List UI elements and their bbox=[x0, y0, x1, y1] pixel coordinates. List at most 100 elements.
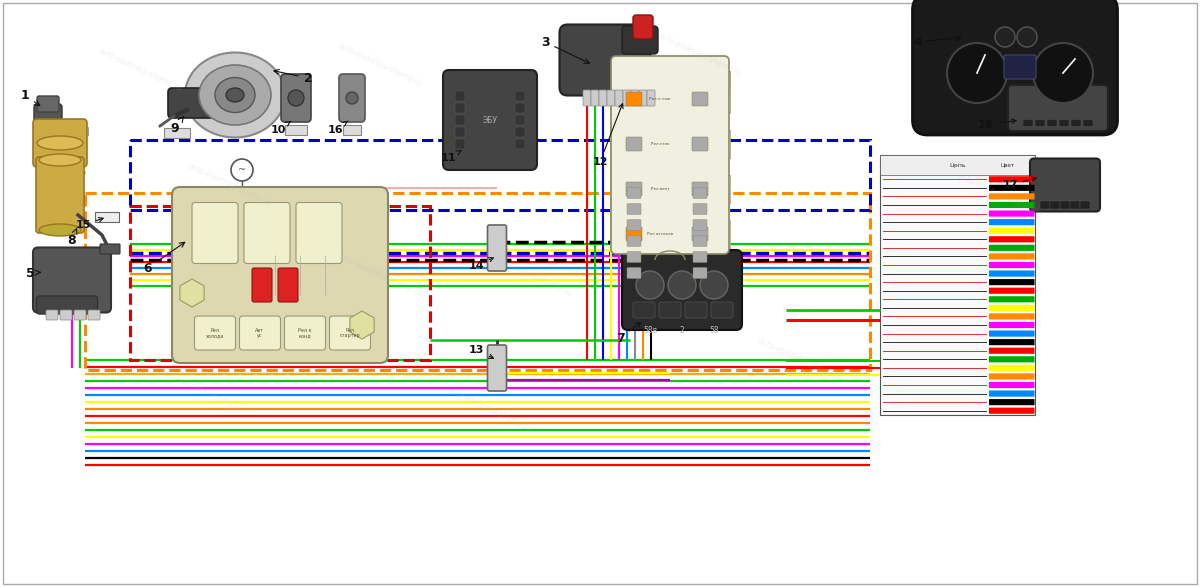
FancyBboxPatch shape bbox=[912, 0, 1117, 135]
FancyBboxPatch shape bbox=[712, 302, 733, 318]
FancyBboxPatch shape bbox=[623, 90, 631, 106]
FancyBboxPatch shape bbox=[694, 235, 707, 247]
Text: avto-elektrika-shema.ru: avto-elektrika-shema.ru bbox=[656, 32, 743, 79]
FancyBboxPatch shape bbox=[1084, 120, 1093, 127]
FancyBboxPatch shape bbox=[1040, 201, 1050, 209]
Bar bbox=[164, 128, 190, 138]
FancyBboxPatch shape bbox=[989, 202, 1034, 208]
FancyBboxPatch shape bbox=[989, 185, 1034, 191]
FancyBboxPatch shape bbox=[487, 345, 506, 391]
FancyBboxPatch shape bbox=[240, 316, 281, 350]
FancyBboxPatch shape bbox=[296, 203, 342, 264]
FancyBboxPatch shape bbox=[244, 203, 290, 264]
FancyBboxPatch shape bbox=[634, 15, 653, 39]
Bar bbox=[130, 206, 430, 360]
Text: avto-elektrika-shema.ru: avto-elektrika-shema.ru bbox=[337, 252, 424, 298]
FancyBboxPatch shape bbox=[36, 156, 60, 168]
FancyBboxPatch shape bbox=[628, 187, 641, 198]
FancyBboxPatch shape bbox=[622, 26, 658, 54]
FancyBboxPatch shape bbox=[1070, 201, 1080, 209]
FancyBboxPatch shape bbox=[989, 211, 1034, 217]
FancyBboxPatch shape bbox=[1024, 120, 1033, 127]
Text: 12: 12 bbox=[593, 104, 623, 167]
FancyBboxPatch shape bbox=[989, 330, 1034, 336]
FancyBboxPatch shape bbox=[36, 296, 97, 314]
Text: 10: 10 bbox=[270, 121, 290, 135]
Bar bbox=[95, 212, 119, 222]
FancyBboxPatch shape bbox=[172, 187, 388, 363]
FancyBboxPatch shape bbox=[455, 115, 466, 125]
Text: Цепь: Цепь bbox=[949, 163, 966, 167]
Text: avto-elektrika-shema.ru: avto-elektrika-shema.ru bbox=[487, 252, 574, 298]
Text: ЭБУ: ЭБУ bbox=[482, 116, 498, 124]
FancyBboxPatch shape bbox=[634, 302, 655, 318]
FancyBboxPatch shape bbox=[34, 248, 112, 312]
FancyBboxPatch shape bbox=[74, 310, 86, 320]
FancyBboxPatch shape bbox=[989, 365, 1034, 371]
FancyBboxPatch shape bbox=[1060, 201, 1070, 209]
Text: 3: 3 bbox=[541, 35, 589, 63]
FancyBboxPatch shape bbox=[628, 204, 641, 214]
FancyBboxPatch shape bbox=[694, 220, 707, 231]
Circle shape bbox=[1033, 43, 1093, 103]
FancyBboxPatch shape bbox=[692, 137, 708, 151]
FancyBboxPatch shape bbox=[192, 203, 238, 264]
Bar bbox=[286, 125, 307, 135]
FancyBboxPatch shape bbox=[1030, 158, 1100, 211]
Text: avto-elektrika-shema.ru: avto-elektrika-shema.ru bbox=[157, 367, 244, 413]
Text: avto-elektrika-shema.ru: avto-elektrika-shema.ru bbox=[446, 387, 533, 433]
FancyBboxPatch shape bbox=[989, 348, 1034, 354]
Text: Рел
холода: Рел холода bbox=[206, 328, 224, 338]
FancyBboxPatch shape bbox=[194, 316, 235, 350]
FancyBboxPatch shape bbox=[34, 119, 88, 167]
Text: Рел
стартер: Рел стартер bbox=[340, 328, 360, 338]
FancyBboxPatch shape bbox=[455, 91, 466, 101]
FancyBboxPatch shape bbox=[628, 251, 641, 262]
FancyBboxPatch shape bbox=[284, 316, 325, 350]
FancyBboxPatch shape bbox=[989, 245, 1034, 251]
FancyBboxPatch shape bbox=[1060, 120, 1069, 127]
FancyBboxPatch shape bbox=[692, 92, 708, 106]
FancyBboxPatch shape bbox=[515, 139, 526, 149]
Bar bbox=[622, 186, 730, 199]
Bar bbox=[622, 234, 730, 247]
FancyBboxPatch shape bbox=[640, 90, 647, 106]
FancyBboxPatch shape bbox=[330, 316, 371, 350]
Circle shape bbox=[346, 92, 358, 104]
Ellipse shape bbox=[185, 52, 286, 137]
Text: 15: 15 bbox=[76, 218, 103, 230]
FancyBboxPatch shape bbox=[989, 313, 1034, 319]
Text: 17: 17 bbox=[1002, 177, 1036, 190]
Text: avto-elektrika-shema.ru: avto-elektrika-shema.ru bbox=[187, 161, 274, 208]
Text: 16: 16 bbox=[328, 121, 348, 135]
Text: ~: ~ bbox=[238, 165, 246, 175]
FancyBboxPatch shape bbox=[626, 137, 642, 151]
Bar bbox=[622, 71, 730, 89]
Bar bbox=[130, 140, 870, 210]
FancyBboxPatch shape bbox=[989, 399, 1034, 405]
FancyBboxPatch shape bbox=[989, 279, 1034, 285]
Bar bbox=[880, 155, 1034, 415]
Bar bbox=[622, 202, 730, 215]
Text: Рел к
конд: Рел к конд bbox=[299, 328, 312, 338]
FancyBboxPatch shape bbox=[989, 254, 1034, 259]
FancyBboxPatch shape bbox=[37, 136, 59, 160]
FancyBboxPatch shape bbox=[1046, 120, 1057, 127]
FancyBboxPatch shape bbox=[989, 271, 1034, 276]
Text: 58в: 58в bbox=[643, 326, 658, 335]
FancyBboxPatch shape bbox=[88, 310, 100, 320]
FancyBboxPatch shape bbox=[989, 193, 1034, 200]
Bar bbox=[880, 155, 1034, 175]
FancyBboxPatch shape bbox=[659, 302, 682, 318]
FancyBboxPatch shape bbox=[583, 90, 592, 106]
FancyBboxPatch shape bbox=[168, 88, 226, 118]
Bar bbox=[50, 120, 70, 130]
FancyBboxPatch shape bbox=[626, 182, 642, 196]
Text: 1: 1 bbox=[20, 89, 40, 106]
Text: 11: 11 bbox=[440, 150, 461, 163]
FancyBboxPatch shape bbox=[515, 103, 526, 113]
Bar bbox=[622, 250, 730, 263]
Text: Рел стек: Рел стек bbox=[650, 142, 670, 146]
FancyBboxPatch shape bbox=[455, 103, 466, 113]
Text: 7: 7 bbox=[616, 322, 641, 345]
